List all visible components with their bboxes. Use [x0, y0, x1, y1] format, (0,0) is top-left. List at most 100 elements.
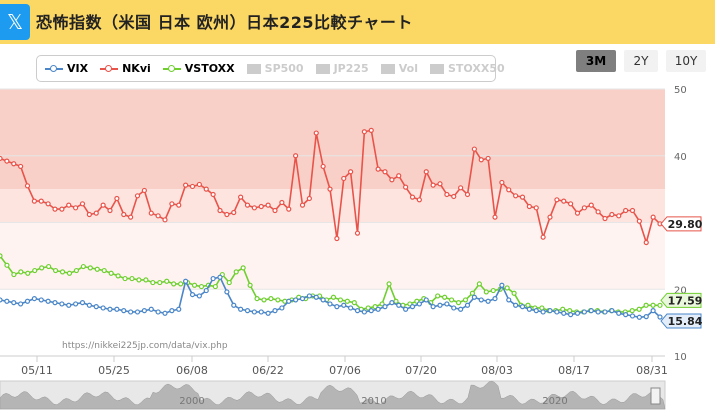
- x-logo-icon[interactable]: 𝕏: [0, 4, 30, 40]
- data-point-vstoxx: [18, 269, 24, 275]
- data-point-nkvi: [444, 191, 450, 198]
- data-point-vix: [471, 294, 477, 300]
- data-point-vix: [561, 310, 567, 316]
- data-point-vix: [299, 295, 306, 302]
- data-point-nkvi: [595, 209, 601, 215]
- data-point-nkvi: [588, 202, 594, 208]
- data-point-vix: [650, 308, 656, 314]
- data-point-nkvi: [327, 186, 333, 192]
- x-tick-label: 07/20: [405, 364, 437, 377]
- data-point-vstoxx: [80, 263, 86, 270]
- data-point-nkvi: [66, 202, 72, 208]
- data-point-vstoxx: [59, 269, 66, 275]
- data-point-nkvi: [203, 186, 209, 192]
- data-point-vix: [320, 297, 326, 303]
- navigator-year-label: 2000: [179, 396, 204, 407]
- data-point-vix: [141, 308, 147, 314]
- data-point-vstoxx: [504, 285, 510, 291]
- data-point-vstoxx: [643, 302, 649, 308]
- range-button-10y[interactable]: 10Y: [666, 50, 706, 72]
- data-point-vstoxx: [191, 282, 198, 288]
- last-value-flag-nkvi: [660, 216, 702, 232]
- data-point-vix: [272, 308, 278, 314]
- data-point-nkvi: [568, 201, 574, 207]
- legend-item-vstoxx[interactable]: VSTOXX: [162, 62, 235, 75]
- data-point-nkvi: [361, 129, 367, 135]
- data-point-nkvi: [244, 202, 251, 208]
- data-point-nkvi: [134, 193, 141, 199]
- data-point-vix: [327, 301, 333, 307]
- x-tick-label: 05/11: [21, 364, 53, 377]
- data-point-vstoxx: [4, 262, 10, 268]
- data-point-vstoxx: [87, 265, 93, 271]
- legend-item-nkvi[interactable]: NKvi: [100, 62, 151, 75]
- legend-item-stoxx50[interactable]: STOXX50: [429, 62, 505, 75]
- data-point-vix: [636, 314, 642, 320]
- data-point-vix: [183, 278, 189, 284]
- legend-item-jp225[interactable]: JP225: [315, 62, 369, 75]
- data-point-nkvi: [306, 195, 312, 202]
- data-point-vstoxx: [365, 305, 371, 311]
- data-point-nkvi: [623, 207, 629, 214]
- legend-label-vstoxx: VSTOXX: [184, 62, 235, 75]
- data-point-nkvi: [258, 203, 264, 210]
- data-point-vstoxx: [337, 297, 344, 303]
- data-point-vstoxx: [157, 279, 163, 286]
- data-point-vix: [334, 304, 340, 310]
- data-point-vix: [389, 300, 395, 306]
- data-point-vix: [602, 309, 608, 315]
- x-tick-label: 06/08: [176, 364, 208, 377]
- data-point-nkvi: [265, 202, 271, 208]
- data-point-nkvi: [128, 214, 134, 220]
- legend-item-vix[interactable]: VIX: [45, 62, 88, 75]
- data-point-nkvi: [437, 181, 443, 187]
- data-point-vix: [568, 312, 574, 318]
- data-point-vix: [368, 308, 374, 314]
- data-point-vix: [361, 309, 367, 315]
- data-point-nkvi: [368, 127, 374, 133]
- band-2: [0, 222, 665, 290]
- data-point-nkvi: [643, 239, 649, 246]
- legend-label-jp225: JP225: [333, 62, 369, 75]
- data-point-vix: [554, 309, 560, 315]
- data-point-nkvi: [616, 213, 622, 219]
- y-tick-label: 20: [674, 285, 687, 296]
- data-point-vstoxx: [108, 270, 114, 276]
- data-point-vix: [59, 301, 65, 307]
- data-point-vstoxx: [386, 281, 392, 287]
- data-point-vix: [162, 310, 168, 316]
- data-point-vix: [416, 301, 422, 307]
- data-point-nkvi: [107, 207, 113, 214]
- data-point-nkvi: [348, 169, 354, 175]
- data-point-vix: [492, 295, 498, 302]
- data-point-nkvi: [0, 155, 3, 162]
- legend-label-vix: VIX: [67, 62, 89, 75]
- legend-item-vol[interactable]: Vol: [380, 62, 418, 75]
- data-point-nkvi: [31, 198, 37, 204]
- range-button-2y[interactable]: 2Y: [624, 50, 658, 72]
- data-point-nkvi: [24, 183, 31, 189]
- data-point-vix: [203, 287, 209, 294]
- data-point-vstoxx: [143, 277, 149, 283]
- data-point-vix: [354, 308, 361, 314]
- data-point-vstoxx: [511, 290, 517, 296]
- data-point-nkvi: [609, 211, 615, 218]
- data-point-vstoxx: [52, 267, 59, 274]
- range-button-3m[interactable]: 3M: [576, 50, 616, 72]
- data-point-nkvi: [299, 202, 306, 208]
- data-point-vstoxx: [629, 308, 635, 314]
- data-point-nkvi: [526, 203, 532, 210]
- data-point-nkvi: [513, 193, 519, 199]
- x-tick-label: 06/22: [252, 364, 284, 377]
- data-point-vix: [100, 305, 106, 311]
- data-point-nkvi: [602, 215, 608, 222]
- data-point-vstoxx: [483, 289, 489, 295]
- data-point-vix: [382, 304, 388, 310]
- legend-label-vol: Vol: [398, 62, 418, 75]
- data-point-vstoxx: [25, 270, 31, 276]
- data-point-vix: [31, 295, 37, 302]
- data-point-vstoxx: [129, 275, 135, 282]
- data-point-nkvi: [279, 199, 285, 206]
- navigator-year-label: 2020: [542, 396, 567, 407]
- legend-item-sp500[interactable]: SP500: [246, 62, 304, 75]
